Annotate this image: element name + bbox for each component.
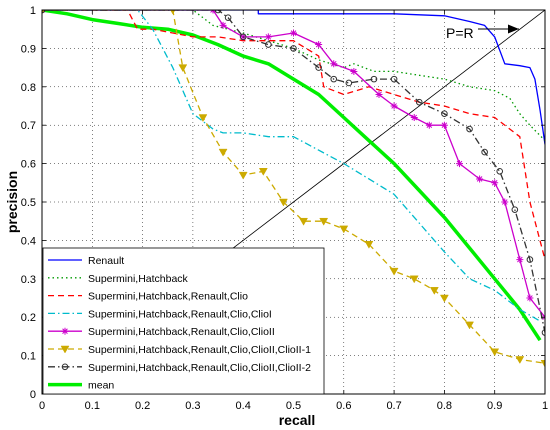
x-tick-label: 0.8 xyxy=(437,400,452,412)
x-tick-label: 0.2 xyxy=(135,400,150,412)
legend-label: Supermini,Hatchback,Renault,Clio,ClioI xyxy=(88,308,272,320)
y-tick-label: 0.6 xyxy=(21,159,36,171)
y-tick-label: 0.7 xyxy=(21,120,36,132)
data-point xyxy=(290,30,297,37)
x-tick-label: 0.7 xyxy=(386,400,401,412)
legend-label: Supermini,Hatchback,Renault,Clio,ClioII,… xyxy=(88,344,311,356)
x-tick-label: 0.5 xyxy=(286,400,301,412)
y-tick-label: 0.1 xyxy=(21,351,36,363)
legend-label: Supermini,Hatchback,Renault,Clio,ClioII xyxy=(88,326,275,338)
y-tick-label: 0.8 xyxy=(21,82,36,94)
y-tick-label: 0.9 xyxy=(21,43,36,55)
y-tick-label: 0.5 xyxy=(21,197,36,209)
y-tick-label: 0 xyxy=(30,389,36,401)
x-tick-label: 0.9 xyxy=(487,400,502,412)
x-tick-label: 0.1 xyxy=(85,400,100,412)
x-tick-label: 0.3 xyxy=(185,400,200,412)
legend-label: Renault xyxy=(88,255,124,267)
annotation-label: P=R xyxy=(446,25,474,41)
x-tick-label: 0.6 xyxy=(336,400,351,412)
x-tick-label: 0 xyxy=(39,400,45,412)
legend-label: Supermini,Hatchback,Renault,Clio,ClioII,… xyxy=(88,362,311,374)
y-axis-label: precision xyxy=(4,171,20,233)
y-tick-label: 0.3 xyxy=(21,274,36,286)
y-tick-label: 1 xyxy=(30,5,36,17)
legend-label: mean xyxy=(88,380,114,392)
data-point xyxy=(426,122,433,129)
x-tick-label: 1 xyxy=(542,400,548,412)
data-point xyxy=(411,114,418,121)
x-tick-label: 0.4 xyxy=(236,400,251,412)
legend-label: Supermini,Hatchback xyxy=(88,273,189,285)
legend: Renault Supermini,Hatchback Supermini,Hatc… xyxy=(43,248,324,394)
legend-label: Supermini,Hatchback,Renault,Clio xyxy=(88,291,248,303)
y-tick-label: 0.4 xyxy=(21,235,36,247)
x-axis-label: recall xyxy=(279,412,316,428)
y-tick-label: 0.2 xyxy=(21,312,36,324)
